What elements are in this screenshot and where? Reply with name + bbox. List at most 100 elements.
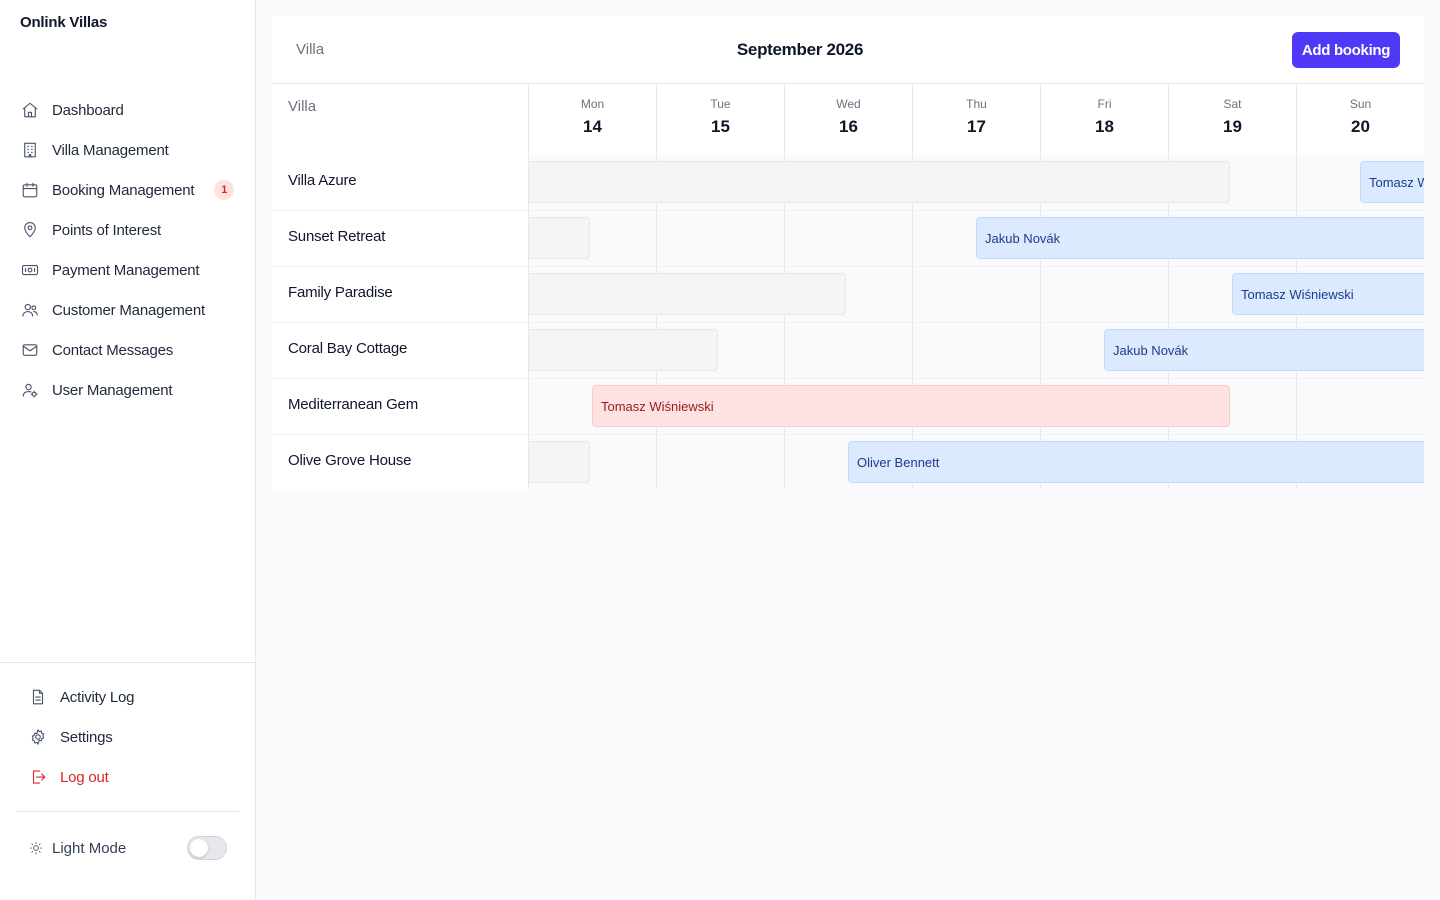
- day-header: Thu 17: [912, 85, 1040, 155]
- day-cell[interactable]: [1296, 155, 1424, 210]
- day-date: 18: [1095, 117, 1114, 136]
- sidebar-item-label: Points of Interest: [52, 221, 161, 239]
- sidebar-item-label: Customer Management: [52, 301, 205, 319]
- calendar-toolbar: Villa September 2026 Add booking: [272, 16, 1424, 84]
- theme-mode-label: Light Mode: [52, 839, 127, 857]
- booking-guest-name: Tomasz Wiśniewski: [1241, 286, 1354, 302]
- booking-calendar: Villa September 2026 Add booking Villa M…: [272, 16, 1424, 489]
- sidebar-item-label: Dashboard: [52, 101, 124, 119]
- day-cell[interactable]: [784, 323, 912, 378]
- booking-block[interactable]: Tomasz Wiśniewski: [1232, 273, 1424, 315]
- logout-icon: [28, 767, 48, 787]
- booking-block[interactable]: Tomasz Wiśniewski: [1360, 161, 1424, 203]
- toggle-knob: [190, 839, 208, 857]
- blocked-period[interactable]: [528, 217, 590, 259]
- add-booking-button[interactable]: Add booking: [1292, 32, 1400, 68]
- villa-name: Mediterranean Gem: [288, 396, 418, 413]
- month-title: September 2026: [736, 40, 864, 59]
- villa-name: Coral Bay Cottage: [288, 340, 408, 357]
- villa-row: Olive Grove House Oliver Bennett: [272, 435, 1424, 489]
- day-cell[interactable]: [912, 267, 1040, 322]
- day-date: 20: [1351, 117, 1370, 136]
- day-name: Sat: [1223, 97, 1242, 111]
- day-name: Mon: [580, 97, 605, 111]
- day-cell[interactable]: [1296, 379, 1424, 434]
- day-cell[interactable]: [1040, 323, 1168, 378]
- day-header: Sun 20: [1296, 85, 1424, 155]
- booking-guest-name: Oliver Bennett: [857, 454, 940, 470]
- sidebar-item-dashboard[interactable]: Dashboard: [0, 90, 256, 130]
- theme-mode-row: Light Mode: [28, 834, 228, 862]
- villa-label-cell: [272, 323, 528, 378]
- sidebar-item-label: Villa Management: [52, 141, 169, 159]
- booking-block[interactable]: Jakub Novák: [976, 217, 1424, 259]
- booking-block[interactable]: Tomasz Wiśniewski: [592, 385, 1230, 427]
- sidebar-divider: [16, 811, 239, 812]
- villa-column-header: Villa: [288, 98, 317, 115]
- sidebar-item-label: Activity Log: [60, 688, 135, 706]
- day-header: Sat 19: [1168, 85, 1296, 155]
- day-cell[interactable]: [784, 211, 912, 266]
- sidebar-item-customer-management[interactable]: Customer Management: [0, 290, 256, 330]
- bottom-nav: Activity Log Settings Log out: [0, 677, 256, 797]
- sidebar-item-label: Settings: [60, 728, 113, 746]
- gear-icon: [28, 727, 48, 747]
- day-header: Wed 16: [784, 85, 912, 155]
- banknote-icon: [20, 260, 40, 280]
- day-header: Tue 15: [656, 85, 784, 155]
- sidebar-item-settings[interactable]: Settings: [0, 717, 256, 757]
- day-cell[interactable]: [528, 379, 656, 434]
- day-name: Fri: [1097, 97, 1112, 111]
- day-cell[interactable]: [1168, 267, 1296, 322]
- blocked-period[interactable]: [528, 329, 718, 371]
- blocked-period[interactable]: [528, 273, 846, 315]
- blocked-period[interactable]: [528, 161, 1230, 203]
- sidebar-divider: [0, 662, 255, 663]
- sidebar-item-label: Booking Management: [52, 181, 195, 199]
- day-date: 19: [1223, 117, 1242, 136]
- villa-filter[interactable]: Villa: [296, 41, 325, 58]
- booking-block[interactable]: Oliver Bennett: [848, 441, 1424, 483]
- sidebar-item-points-of-interest[interactable]: Points of Interest: [0, 210, 256, 250]
- day-cell[interactable]: [656, 211, 784, 266]
- villa-name: Villa Azure: [288, 172, 357, 189]
- calendar-icon: [20, 180, 40, 200]
- logout-button[interactable]: Log out: [0, 757, 256, 797]
- users-icon: [20, 300, 40, 320]
- logout-label: Log out: [60, 768, 109, 786]
- sidebar-item-contact-messages[interactable]: Contact Messages: [0, 330, 256, 370]
- booking-guest-name: Tomasz Wiśniewski: [1369, 174, 1424, 190]
- mail-icon: [20, 340, 40, 360]
- map-pin-icon: [20, 220, 40, 240]
- day-cell[interactable]: [912, 211, 1040, 266]
- villa-row: Sunset Retreat Jakub Novák: [272, 211, 1424, 267]
- day-cell[interactable]: [656, 435, 784, 489]
- day-cell[interactable]: [784, 435, 912, 489]
- sidebar-item-activity-log[interactable]: Activity Log: [0, 677, 256, 717]
- booking-guest-name: Jakub Novák: [985, 230, 1061, 246]
- villa-rows: Villa Azure Tomasz Wiśniewski Sunset Retre…: [272, 155, 1424, 489]
- day-name: Wed: [836, 97, 861, 111]
- user-cog-icon: [20, 380, 40, 400]
- day-header: Mon 14: [528, 85, 656, 155]
- day-name: Sun: [1349, 97, 1372, 111]
- theme-toggle[interactable]: [187, 836, 227, 860]
- notification-badge: 1: [214, 180, 235, 200]
- sidebar: Onlink Villas Dashboard Villa Management…: [0, 0, 256, 900]
- day-cell[interactable]: [912, 323, 1040, 378]
- main-nav: Dashboard Villa Management Booking Manag…: [0, 90, 256, 410]
- sidebar-item-user-management[interactable]: User Management: [0, 370, 256, 410]
- villa-row: Villa Azure Tomasz Wiśniewski: [272, 155, 1424, 211]
- day-date: 16: [839, 117, 858, 136]
- day-date: 17: [967, 117, 986, 136]
- sidebar-item-payment-management[interactable]: Payment Management: [0, 250, 256, 290]
- brand-name: Onlink Villas: [20, 14, 108, 31]
- villa-label-cell: [272, 211, 528, 266]
- blocked-period[interactable]: [528, 441, 590, 483]
- booking-block[interactable]: Jakub Novák: [1104, 329, 1424, 371]
- day-cell[interactable]: [1040, 267, 1168, 322]
- sidebar-item-villa-management[interactable]: Villa Management: [0, 130, 256, 170]
- sidebar-item-label: Contact Messages: [52, 341, 174, 359]
- sidebar-item-booking-management[interactable]: Booking Management 1: [0, 170, 256, 210]
- day-name: Thu: [966, 97, 987, 111]
